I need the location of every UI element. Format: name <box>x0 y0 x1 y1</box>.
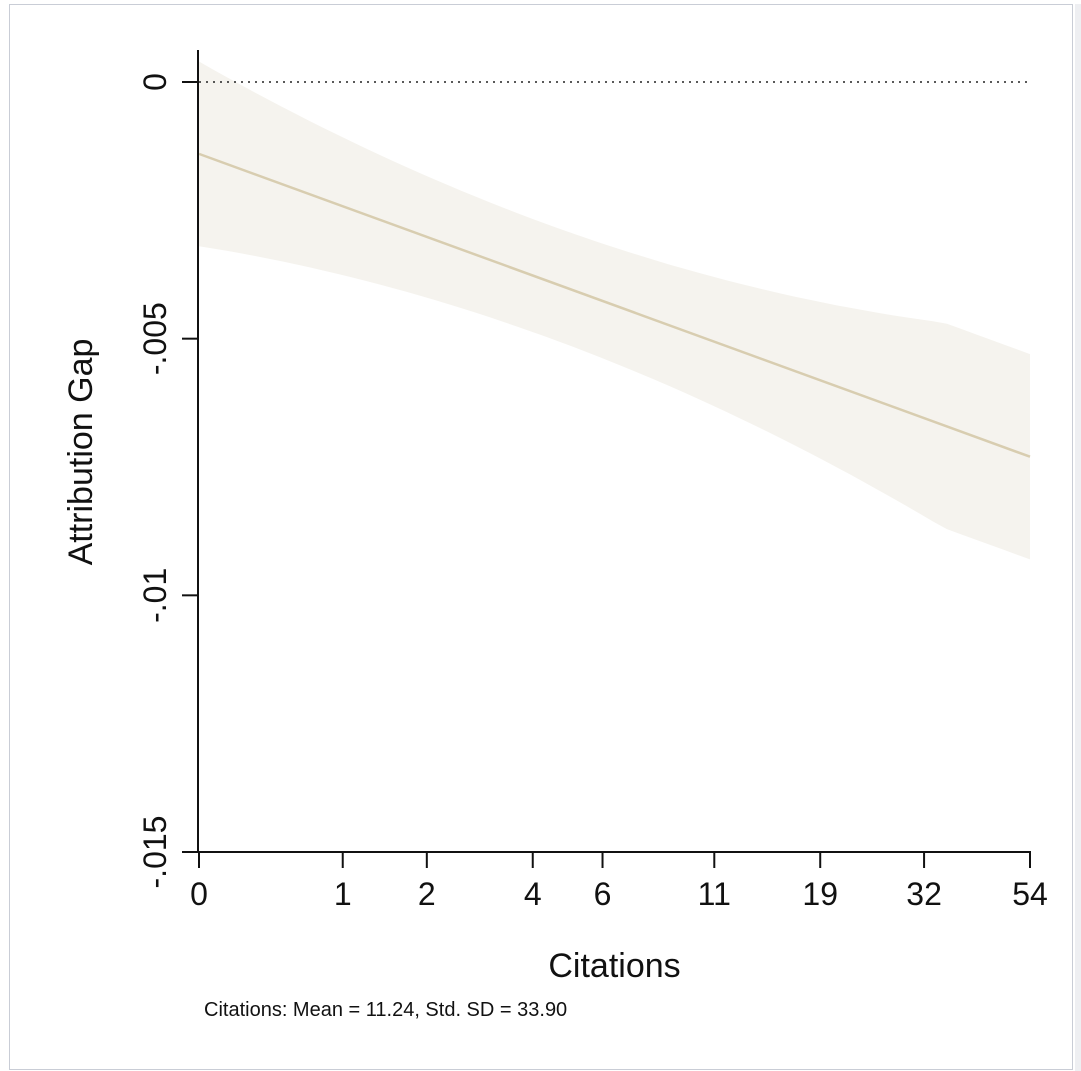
x-tick-label: 19 <box>802 876 838 912</box>
x-tick-label: 0 <box>190 876 208 912</box>
x-tick-label: 2 <box>418 876 436 912</box>
y-tick-label: -.015 <box>137 816 173 889</box>
x-tick-label: 1 <box>334 876 352 912</box>
y-tick-label: -.005 <box>137 302 173 375</box>
fitted-line <box>198 152 1031 458</box>
y-tick-label: 0 <box>137 73 173 91</box>
plot-frame <box>9 4 1073 1070</box>
x-tick-label: 6 <box>594 876 612 912</box>
y-tick-label: -.01 <box>137 568 173 623</box>
x-tick-label: 11 <box>698 876 731 912</box>
confidence-band <box>199 61 1030 560</box>
x-tick-label: 54 <box>1012 876 1048 912</box>
chart-note: Citations: Mean = 11.24, Std. SD = 33.90 <box>204 999 567 1021</box>
frame-shadow <box>1075 4 1081 1071</box>
y-axis-title: Attribution Gap <box>62 339 100 566</box>
x-tick-label: 32 <box>906 876 942 912</box>
x-tick-label: 4 <box>524 876 542 912</box>
x-axis-title: Citations <box>548 947 680 985</box>
